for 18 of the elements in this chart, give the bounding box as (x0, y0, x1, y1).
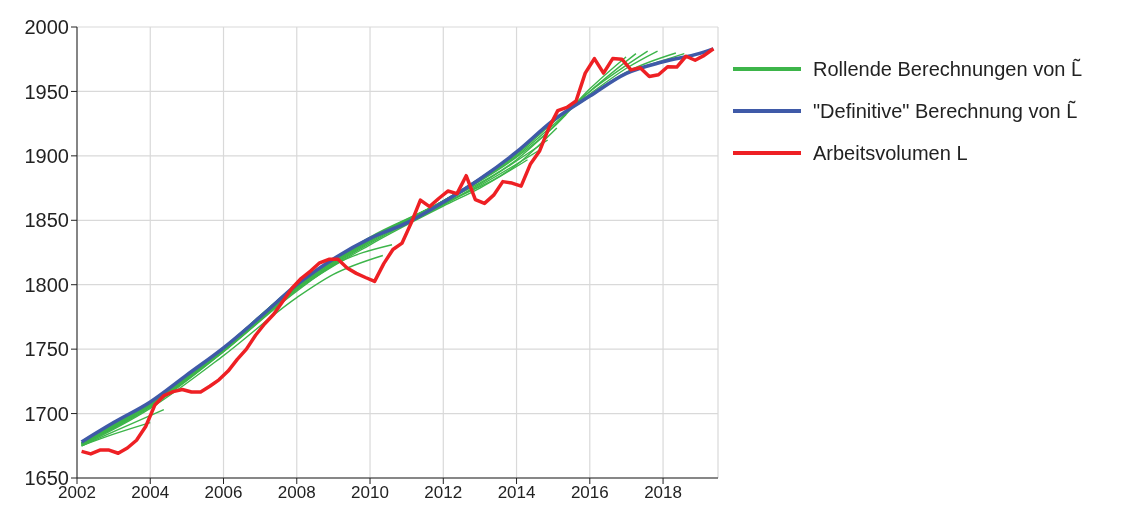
y-tick-label: 2000 (24, 16, 69, 39)
x-tick-label: 2010 (351, 483, 389, 503)
x-tick-label: 2006 (204, 483, 243, 503)
y-tick-label: 1850 (24, 209, 69, 232)
legend-label: Rollende Berechnungen von L̃ (813, 57, 1083, 81)
y-tick-label: 1750 (24, 338, 69, 361)
x-tick-label: 2012 (424, 483, 463, 503)
x-tick-label: 2008 (277, 483, 316, 503)
y-tick-label: 1800 (24, 273, 69, 296)
x-tick-label: 2004 (131, 483, 170, 503)
legend-label: "Definitive" Berechnung von L̃ (813, 99, 1078, 123)
y-tick-label: 1950 (24, 80, 69, 103)
y-tick-label: 1700 (24, 402, 69, 425)
x-tick-label: 2018 (644, 483, 682, 503)
legend-label: Arbeitsvolumen L (813, 141, 968, 165)
x-tick-label: 2014 (497, 483, 536, 503)
y-tick-label: 1900 (24, 144, 69, 167)
x-tick-label: 2016 (570, 483, 609, 503)
